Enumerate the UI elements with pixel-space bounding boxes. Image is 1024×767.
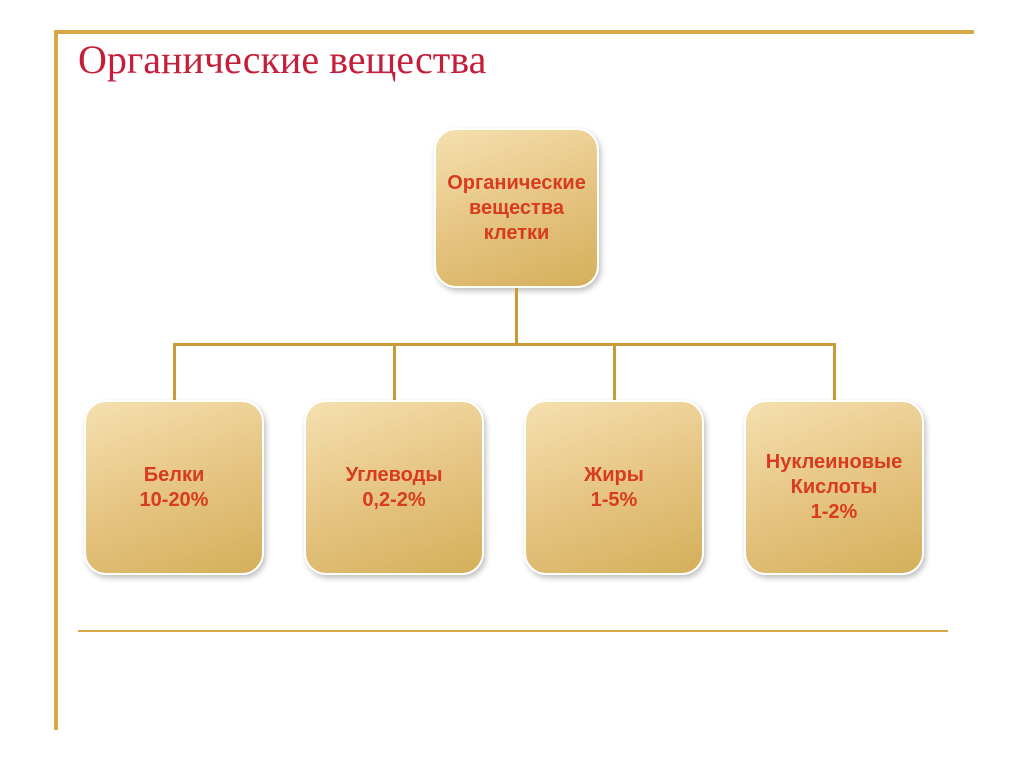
connector — [173, 344, 176, 400]
child-node: Жиры1-5% — [524, 400, 704, 575]
slide-title: Органические вещества — [78, 36, 486, 83]
connector — [833, 344, 836, 400]
node-label-line: клетки — [484, 221, 550, 246]
node-label-line: Кислоты — [791, 475, 878, 500]
root-node: Органическиевеществаклетки — [434, 128, 599, 288]
node-label-line: 1-2% — [811, 500, 858, 525]
child-node: НуклеиновыеКислоты1-2% — [744, 400, 924, 575]
connector — [173, 343, 836, 346]
node-label-line: Нуклеиновые — [766, 450, 902, 475]
node-label-line: Жиры — [584, 463, 644, 488]
node-label-line: Углеводы — [346, 463, 443, 488]
hierarchy-diagram: Органическиевеществаклетки Белки10-20%Уг… — [54, 110, 974, 610]
bottom-divider — [78, 630, 948, 632]
node-label-line: Органические — [447, 171, 586, 196]
connector — [515, 288, 518, 344]
connector — [613, 344, 616, 400]
node-label-line: Белки — [144, 463, 205, 488]
node-label-line: 0,2-2% — [362, 488, 425, 513]
connector — [393, 344, 396, 400]
child-node: Белки10-20% — [84, 400, 264, 575]
node-label-line: 1-5% — [591, 488, 638, 513]
node-label-line: вещества — [469, 196, 564, 221]
node-label-line: 10-20% — [140, 488, 209, 513]
child-node: Углеводы0,2-2% — [304, 400, 484, 575]
